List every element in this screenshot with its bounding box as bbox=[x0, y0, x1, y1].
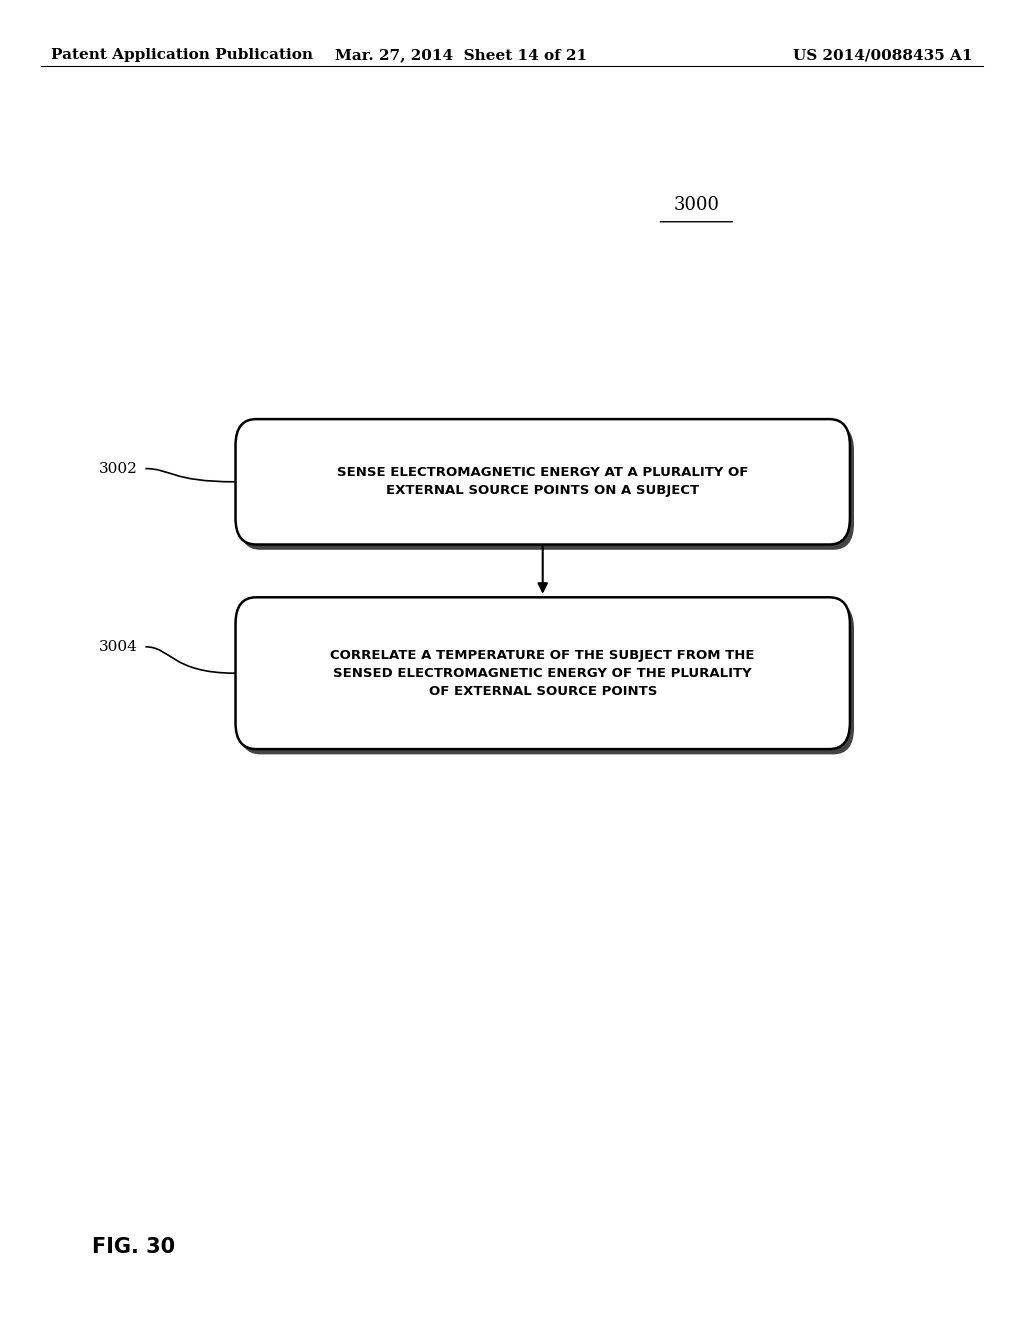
FancyBboxPatch shape bbox=[236, 420, 850, 544]
Text: SENSE ELECTROMAGNETIC ENERGY AT A PLURALITY OF
EXTERNAL SOURCE POINTS ON A SUBJE: SENSE ELECTROMAGNETIC ENERGY AT A PLURAL… bbox=[337, 466, 749, 498]
FancyBboxPatch shape bbox=[236, 597, 850, 750]
Text: CORRELATE A TEMPERATURE OF THE SUBJECT FROM THE
SENSED ELECTROMAGNETIC ENERGY OF: CORRELATE A TEMPERATURE OF THE SUBJECT F… bbox=[331, 648, 755, 698]
Text: US 2014/0088435 A1: US 2014/0088435 A1 bbox=[794, 49, 973, 62]
Text: 3002: 3002 bbox=[99, 462, 138, 475]
FancyBboxPatch shape bbox=[240, 602, 854, 755]
Text: 3000: 3000 bbox=[674, 195, 719, 214]
Text: Patent Application Publication: Patent Application Publication bbox=[51, 49, 313, 62]
FancyBboxPatch shape bbox=[240, 425, 854, 549]
Text: Mar. 27, 2014  Sheet 14 of 21: Mar. 27, 2014 Sheet 14 of 21 bbox=[335, 49, 587, 62]
Text: 3004: 3004 bbox=[99, 640, 138, 653]
Text: FIG. 30: FIG. 30 bbox=[92, 1237, 175, 1258]
